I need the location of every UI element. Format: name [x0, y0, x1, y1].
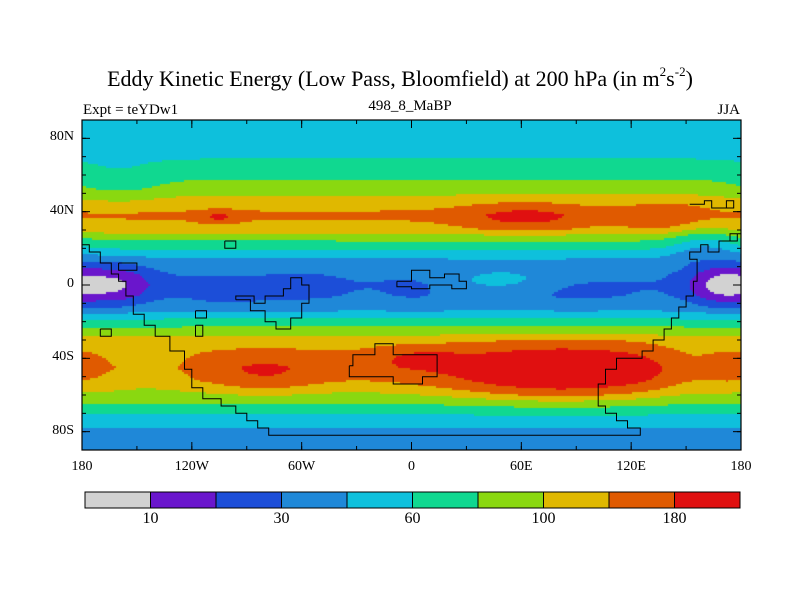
x-tick-label: 180 — [730, 459, 752, 474]
y-tick-label: 80S — [52, 422, 74, 438]
coastline-5 — [118, 262, 138, 271]
experiment-label: Expt = teYDw1 — [83, 102, 179, 118]
x-tick-label: 60W — [288, 459, 316, 474]
colorbar-box-0 — [84, 491, 151, 509]
y-tick-label: 0 — [67, 276, 74, 291]
colorbar-box-9 — [674, 491, 741, 509]
colorbar-label: 30 — [273, 510, 290, 527]
colorbar-box-5 — [412, 491, 479, 509]
coastline-0 — [82, 233, 741, 436]
colorbar-box-4 — [346, 491, 413, 509]
colorbar-label: 10 — [142, 510, 159, 527]
case-label: 498_8_MaBP — [368, 98, 452, 114]
colorbar-box-7 — [543, 491, 610, 509]
x-tick-label: 0 — [408, 459, 415, 474]
x-tick-label: 120W — [174, 459, 209, 474]
season-label: JJA — [717, 102, 740, 118]
colorbar-box-3 — [281, 491, 348, 509]
y-tick-label: 40N — [49, 202, 74, 218]
colorbar-box-1 — [150, 491, 217, 509]
coastline-8 — [99, 328, 112, 337]
y-tick-label: 40S — [52, 349, 74, 365]
y-tick-label: 80N — [49, 129, 74, 145]
colorbar-box-2 — [215, 491, 282, 509]
coastline-10 — [730, 233, 738, 242]
x-tick-label: 60E — [510, 459, 533, 474]
chart-title: Eddy Kinetic Energy (Low Pass, Bloomfiel… — [107, 64, 693, 91]
coastline-2 — [348, 343, 438, 385]
coastline-9 — [689, 200, 735, 209]
colorbar-box-6 — [477, 491, 544, 509]
coastline-6 — [195, 324, 204, 337]
coastline-1 — [235, 277, 310, 330]
coastline-3 — [396, 269, 467, 290]
filled-contour-field — [82, 120, 741, 450]
colorbar-box-8 — [608, 491, 675, 509]
coastline-4 — [224, 240, 237, 249]
x-tick-label: 120E — [616, 459, 646, 474]
colorbar-label: 180 — [662, 510, 687, 527]
colorbar-label: 60 — [404, 510, 421, 527]
colorbar-label: 100 — [531, 510, 556, 527]
coastline-7 — [195, 310, 207, 319]
x-tick-label: 180 — [71, 459, 93, 474]
